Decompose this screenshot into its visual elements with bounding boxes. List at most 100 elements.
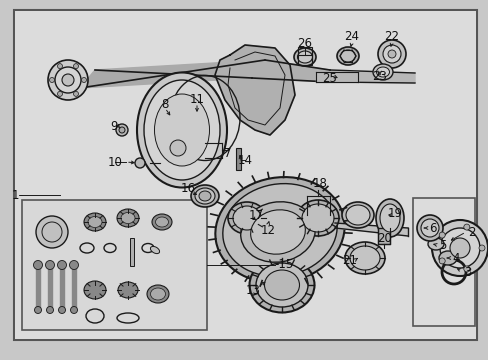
- Circle shape: [431, 220, 487, 276]
- Circle shape: [73, 91, 79, 96]
- Ellipse shape: [427, 238, 443, 250]
- Bar: [377, 228, 389, 244]
- Ellipse shape: [117, 209, 139, 227]
- Ellipse shape: [340, 50, 355, 62]
- Ellipse shape: [154, 94, 209, 166]
- Polygon shape: [315, 72, 357, 82]
- Polygon shape: [334, 223, 407, 236]
- Ellipse shape: [88, 216, 102, 228]
- Bar: [236, 148, 241, 170]
- Polygon shape: [80, 60, 264, 88]
- Circle shape: [34, 261, 42, 270]
- Circle shape: [45, 261, 54, 270]
- Circle shape: [70, 306, 77, 314]
- Circle shape: [438, 258, 444, 264]
- Ellipse shape: [227, 202, 265, 234]
- Ellipse shape: [84, 281, 106, 299]
- Ellipse shape: [264, 270, 299, 300]
- Ellipse shape: [143, 80, 220, 180]
- Ellipse shape: [250, 210, 305, 254]
- Circle shape: [55, 67, 81, 93]
- Text: 21: 21: [342, 253, 357, 266]
- Text: 3: 3: [463, 266, 470, 279]
- Ellipse shape: [137, 72, 226, 188]
- Text: 2: 2: [467, 225, 474, 239]
- Ellipse shape: [345, 242, 384, 274]
- Ellipse shape: [438, 251, 456, 265]
- Ellipse shape: [150, 246, 159, 253]
- Ellipse shape: [199, 191, 210, 201]
- Circle shape: [58, 261, 66, 270]
- Text: 8: 8: [161, 98, 168, 111]
- Circle shape: [81, 77, 86, 82]
- Polygon shape: [60, 265, 64, 310]
- Circle shape: [58, 64, 62, 69]
- Circle shape: [46, 306, 53, 314]
- Circle shape: [438, 232, 444, 238]
- Ellipse shape: [376, 67, 389, 77]
- Text: 5: 5: [438, 239, 446, 252]
- Ellipse shape: [147, 285, 169, 303]
- Text: 24: 24: [344, 30, 359, 42]
- Text: 22: 22: [384, 30, 399, 42]
- Circle shape: [170, 140, 185, 156]
- Bar: [412, 198, 474, 326]
- Polygon shape: [215, 45, 294, 135]
- Circle shape: [49, 77, 54, 82]
- Ellipse shape: [341, 202, 373, 228]
- Ellipse shape: [152, 214, 172, 230]
- Circle shape: [387, 50, 395, 58]
- Circle shape: [116, 124, 128, 136]
- Ellipse shape: [240, 202, 315, 262]
- Circle shape: [36, 216, 68, 248]
- Circle shape: [69, 261, 79, 270]
- Circle shape: [478, 245, 484, 251]
- Text: 11: 11: [189, 93, 204, 105]
- Ellipse shape: [379, 204, 399, 232]
- Text: 6: 6: [428, 221, 436, 234]
- Text: 12: 12: [260, 224, 275, 237]
- Ellipse shape: [346, 205, 369, 225]
- Text: 4: 4: [451, 252, 459, 265]
- Ellipse shape: [336, 47, 358, 65]
- Text: 13: 13: [245, 284, 260, 297]
- Ellipse shape: [296, 200, 338, 236]
- Ellipse shape: [191, 185, 219, 207]
- Circle shape: [463, 224, 469, 230]
- Ellipse shape: [249, 257, 314, 312]
- Ellipse shape: [121, 212, 135, 224]
- Circle shape: [62, 74, 74, 86]
- Circle shape: [59, 306, 65, 314]
- Circle shape: [420, 219, 438, 237]
- Bar: [130, 238, 134, 266]
- Circle shape: [35, 306, 41, 314]
- Polygon shape: [251, 60, 329, 82]
- Circle shape: [439, 228, 479, 268]
- Text: 7: 7: [224, 147, 231, 159]
- Circle shape: [135, 158, 145, 168]
- Text: 25: 25: [322, 72, 337, 85]
- Ellipse shape: [349, 246, 379, 270]
- Ellipse shape: [372, 64, 392, 80]
- Circle shape: [382, 45, 400, 63]
- Text: 1-: 1-: [12, 189, 24, 202]
- Circle shape: [377, 40, 405, 68]
- Ellipse shape: [232, 206, 261, 230]
- Text: 14: 14: [237, 153, 252, 166]
- Text: 26: 26: [297, 36, 312, 50]
- Text: 23: 23: [372, 69, 386, 82]
- Text: 16: 16: [180, 181, 195, 194]
- Ellipse shape: [84, 213, 106, 231]
- Polygon shape: [36, 265, 40, 310]
- Ellipse shape: [302, 204, 333, 232]
- Circle shape: [48, 60, 88, 100]
- Text: 10: 10: [107, 156, 122, 168]
- Circle shape: [416, 215, 442, 241]
- Polygon shape: [72, 265, 76, 310]
- Ellipse shape: [297, 51, 312, 63]
- Text: 9: 9: [110, 120, 118, 132]
- Ellipse shape: [256, 263, 307, 307]
- Polygon shape: [329, 70, 414, 83]
- Bar: [22, 200, 206, 330]
- Text: -15: -15: [274, 258, 293, 271]
